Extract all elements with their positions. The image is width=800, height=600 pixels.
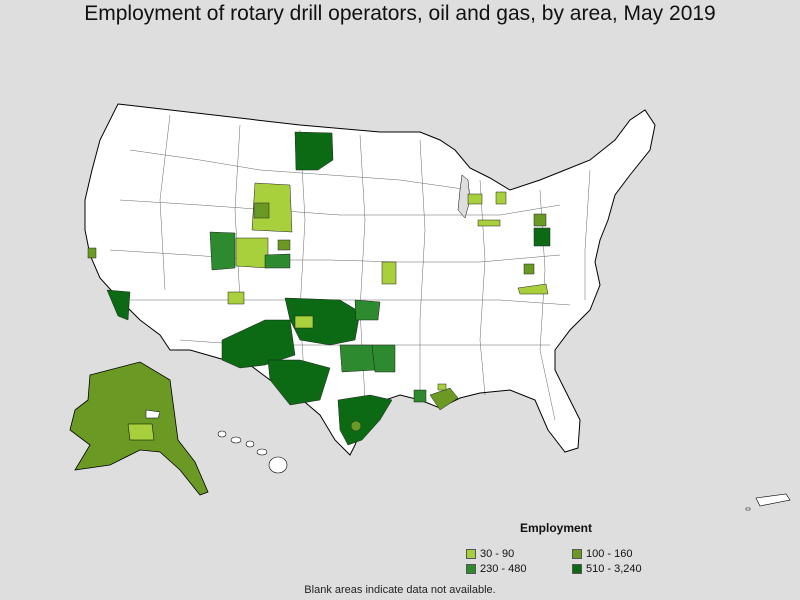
area-louisiana [429,387,459,411]
area-texas-west [267,359,331,406]
legend-item-3: 230 - 480 [466,563,526,575]
area-pennsylvania-north [533,213,547,227]
map-title: Employment of rotary drill operators, oi… [84,2,716,25]
area-texas-gulf [337,394,393,446]
area-oklahoma-inner [294,315,314,329]
area-west-virginia [523,263,535,275]
area-texas-gulf-inner [350,420,362,432]
legend-item-4: 510 - 3,240 [572,563,642,575]
legend-label-3: 230 - 480 [480,563,527,575]
area-louisiana-small [437,383,447,391]
legend-item-1: 30 - 90 [466,548,514,560]
alaska-white-area [145,409,161,419]
area-california [106,289,131,321]
area-utah [209,231,236,271]
area-pennsylvania [533,227,551,247]
legend-swatch-4 [572,564,582,574]
legend-swatch-1 [466,549,476,559]
area-kentucky [517,283,549,295]
area-michigan-east [495,191,507,205]
hawaii-islands [217,430,288,474]
area-wyoming-inner [253,202,270,219]
area-texas-central [339,344,376,373]
area-colorado-east [264,253,291,269]
legend-label-4: 510 - 3,240 [586,563,642,575]
area-ohio [477,219,501,227]
legend-title: Employment [520,521,593,535]
legend-label-2: 100 - 160 [586,548,633,560]
legend-swatch-3 [466,564,476,574]
area-michigan-west [467,193,483,205]
area-oklahoma [284,297,361,346]
area-colorado-north [235,237,269,269]
area-oklahoma-east [354,299,381,321]
area-north-dakota [294,131,334,171]
area-new-mexico-north [227,291,245,305]
area-texas-east [371,344,396,373]
legend-swatch-2 [572,549,582,559]
area-california-north [87,247,97,259]
shaded-areas [87,131,551,446]
virgin-islands [745,507,751,511]
legend-label-1: 30 - 90 [480,548,515,560]
area-louisiana-west [413,389,427,403]
area-wyoming [251,182,293,233]
alaska-light-area [127,423,155,441]
area-colorado-small [277,239,291,251]
legend-item-2: 100 - 160 [572,548,632,560]
puerto-rico [755,493,791,507]
contiguous-us-landmass [84,103,656,456]
footnote: Blank areas indicate data not available. [304,584,496,596]
lake-michigan [457,174,471,219]
area-kansas [381,261,397,285]
